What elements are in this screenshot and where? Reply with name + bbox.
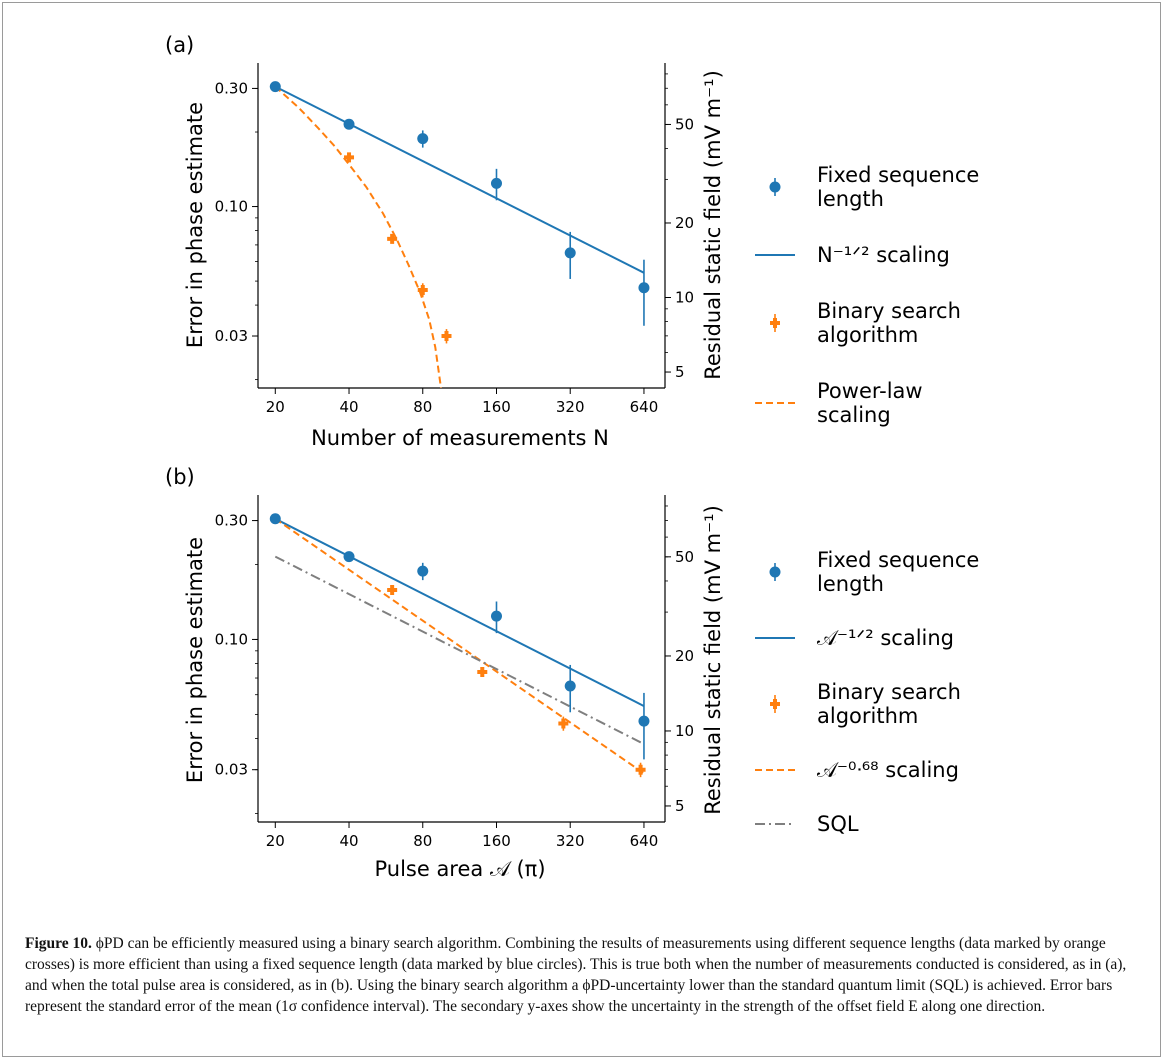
panel-a-label: (a) bbox=[165, 33, 194, 57]
panel-a-x-tick-label: 40 bbox=[339, 398, 358, 416]
panel-b-fixed-sequence-point bbox=[638, 715, 650, 727]
panel-b-binary-search-point bbox=[477, 667, 488, 678]
panel-a-x-axis-label: Number of measurements N bbox=[311, 426, 609, 450]
panel-b-label: (b) bbox=[165, 465, 195, 489]
panel-a-binary-search-point bbox=[344, 152, 355, 163]
panel-a-legend-key-plus bbox=[770, 318, 780, 328]
panel-b-y2-tick-label: 10 bbox=[675, 722, 694, 740]
panel-a-fixed-sequence-point bbox=[564, 247, 576, 259]
panel-b-binary-search-point bbox=[558, 718, 569, 729]
panel-a-fixed-sequence-point bbox=[490, 177, 502, 189]
panel-b-plot-area: 20 40 80 160 320 640 0.03 0.10 0.30 5 10 20 50 bbox=[215, 495, 694, 850]
panel-a-legend-label: scaling bbox=[817, 403, 891, 427]
panel-b-legend-label: Binary search bbox=[817, 680, 961, 704]
panel-a-legend-label: Fixed sequence bbox=[817, 163, 979, 187]
panel-b-x-tick-label: 20 bbox=[266, 832, 285, 850]
panel-a-y2-tick-label: 20 bbox=[675, 214, 694, 232]
panel-a-binary-search-point bbox=[387, 233, 398, 244]
panel-b: (b) 20 40 80 160 320 640 0.03 0.10 0.30 5 10 20 50 P… bbox=[165, 465, 979, 881]
panel-b-fixed-sequence-point bbox=[490, 610, 502, 622]
panel-a-dashed-line bbox=[274, 85, 442, 388]
panel-b-y2-axis-label: Residual static field (mV m⁻¹) bbox=[701, 505, 725, 815]
panel-b-fixed-sequence-point bbox=[343, 551, 355, 563]
panel-b-fixed-sequence-point bbox=[417, 565, 429, 577]
panel-b-dashed-line bbox=[274, 517, 645, 775]
panel-b-x-tick-label: 160 bbox=[482, 832, 511, 850]
panel-a-legend-label: Binary search bbox=[817, 299, 961, 323]
panel-b-legend-label: Fixed sequence bbox=[817, 548, 979, 572]
panel-b-binary-search-point bbox=[387, 584, 398, 595]
panel-b-x-axis-label: Pulse area 𝒜 (π) bbox=[374, 857, 545, 881]
panel-a-x-tick-label: 640 bbox=[630, 398, 659, 416]
panel-b-y2-tick-label: 50 bbox=[675, 548, 694, 566]
panel-a-legend-label: algorithm bbox=[817, 323, 918, 347]
panel-a-y-axis-label: Error in phase estimate bbox=[183, 102, 207, 348]
panel-a-fixed-sequence-point bbox=[269, 81, 281, 93]
panel-b-legend-key-circle-dot bbox=[769, 566, 781, 578]
panel-a-plot-area: 20 40 80 160 320 640 0.03 0.10 0.30 5 10 20 50 bbox=[215, 63, 694, 416]
panel-b-legend-key-plus bbox=[770, 699, 780, 709]
panel-b-binary-search-point bbox=[635, 764, 646, 775]
panel-b-x-tick-label: 640 bbox=[630, 832, 659, 850]
caption-label: Figure 10. bbox=[25, 935, 92, 952]
panel-a-fixed-sequence-point bbox=[417, 133, 429, 145]
panel-a-legend-label: Power-law bbox=[817, 379, 923, 403]
panel-b-y2-tick-label: 5 bbox=[675, 797, 685, 815]
panel-a-x-tick-label: 160 bbox=[482, 398, 511, 416]
panel-a-solid-line bbox=[274, 85, 645, 274]
panel-b-legend-label: SQL bbox=[817, 812, 859, 836]
panel-b-y2-tick-label: 20 bbox=[675, 647, 694, 665]
panel-b-legend-label: algorithm bbox=[817, 704, 918, 728]
panel-b-legend-label: 𝒜⁻¹ᐟ² scaling bbox=[817, 626, 954, 650]
panel-b-fixed-sequence-point bbox=[564, 680, 576, 692]
figure-10-charts: (a) 20 40 80 160 320 640 0.03 0.10 0.30 5 10 20 50 N… bbox=[165, 33, 979, 881]
panel-b-legend-label: length bbox=[817, 572, 884, 596]
panel-b-y-tick-label: 0.03 bbox=[215, 761, 248, 779]
panel-b-y-tick-label: 0.30 bbox=[215, 512, 248, 530]
panel-b-fixed-sequence-point bbox=[269, 513, 281, 525]
panel-b-y-tick-label: 0.10 bbox=[215, 630, 248, 648]
panel-a-binary-search-point bbox=[417, 285, 428, 296]
panel-b-y-axis-label: Error in phase estimate bbox=[183, 537, 207, 783]
figure-caption: Figure 10. ϕPD can be efficiently measur… bbox=[25, 933, 1135, 1017]
panel-a-y2-tick-label: 50 bbox=[675, 115, 694, 133]
panel-b-x-tick-label: 320 bbox=[556, 832, 585, 850]
panel-a-legend-key-circle-dot bbox=[769, 181, 781, 193]
panel-a-fixed-sequence-point bbox=[343, 118, 355, 130]
panel-b-dashdot-line bbox=[274, 555, 645, 745]
panel-b-solid-line bbox=[274, 517, 645, 707]
panel-a-binary-search-point bbox=[441, 331, 452, 342]
panel-a-y2-axis-label: Residual static field (mV m⁻¹) bbox=[701, 70, 725, 380]
panel-a-y-tick-label: 0.30 bbox=[215, 79, 248, 97]
panel-b-x-tick-label: 80 bbox=[413, 832, 432, 850]
panel-a-x-tick-label: 20 bbox=[266, 398, 285, 416]
panel-a-x-tick-label: 80 bbox=[413, 398, 432, 416]
panel-a-y-tick-label: 0.10 bbox=[215, 198, 248, 216]
panel-a-legend-label: length bbox=[817, 187, 884, 211]
panel-a: (a) 20 40 80 160 320 640 0.03 0.10 0.30 5 10 20 50 N… bbox=[165, 33, 979, 450]
panel-a-y-tick-label: 0.03 bbox=[215, 327, 248, 345]
panel-a-x-tick-label: 320 bbox=[556, 398, 585, 416]
panel-a-y2-tick-label: 5 bbox=[675, 363, 685, 381]
panel-a-legend-label: N⁻¹ᐟ² scaling bbox=[817, 243, 950, 267]
panel-b-legend-label: 𝒜⁻⁰ᐧ⁶⁸ scaling bbox=[817, 758, 959, 782]
caption-text: ϕPD can be efficiently measured using a … bbox=[25, 935, 1127, 1015]
panel-a-fixed-sequence-point bbox=[638, 282, 650, 294]
panel-b-x-tick-label: 40 bbox=[339, 832, 358, 850]
panel-a-y2-tick-label: 10 bbox=[675, 289, 694, 307]
